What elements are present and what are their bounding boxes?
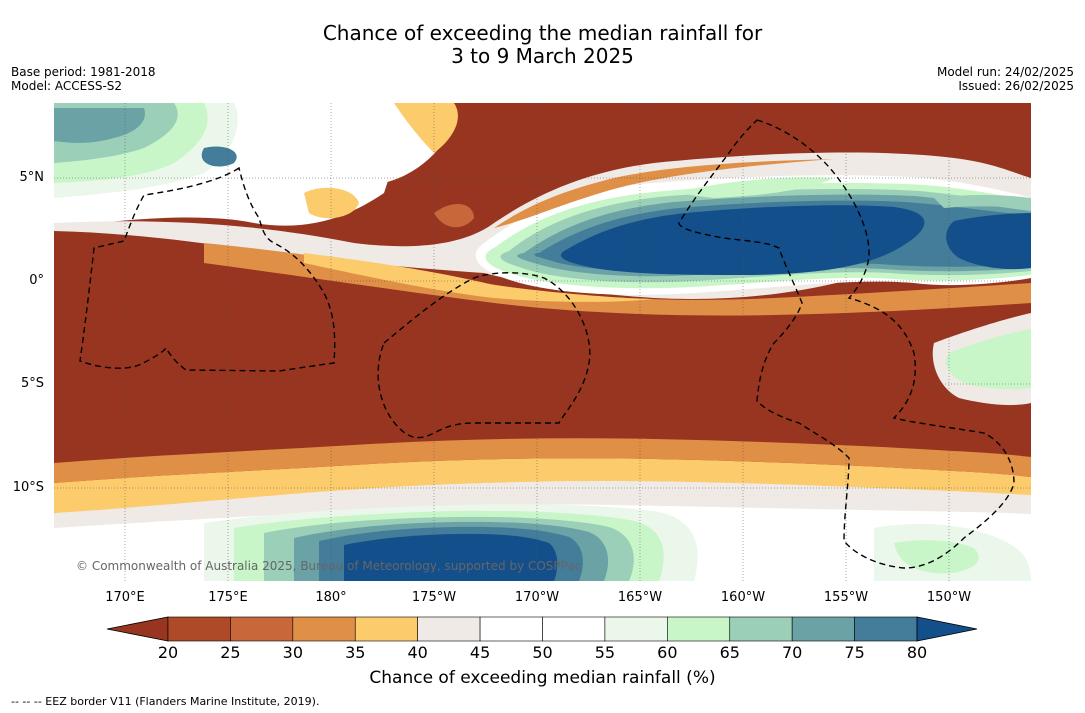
colorbar-tick: 30 [273,643,313,662]
colorbar-label: Chance of exceeding median rainfall (%) [0,668,1085,688]
x-tick-160w: 160°W [713,590,773,605]
colorbar-tick: 60 [647,643,687,662]
y-tick-5s: 5°S [0,376,44,391]
colorbar-tick: 35 [335,643,375,662]
y-tick-0: 0° [0,273,44,288]
colorbar-tick: 45 [460,643,500,662]
colorbar-segment [667,617,729,641]
colorbar-tick: 75 [835,643,875,662]
south-core-wet [344,534,557,581]
x-tick-170w: 170°W [507,590,567,605]
x-tick-180: 180° [301,590,361,605]
north-east-wet-fringe [934,195,1031,208]
meta-left: Base period: 1981-2018 Model: ACCESS-S2 [11,65,156,93]
colorbar-segment [355,617,417,641]
colorbar-segments [107,617,977,641]
rainfall-map-svg [54,103,1031,581]
colorbar-segment [792,617,854,641]
colorbar-segment [230,617,292,641]
colorbar-segment [168,617,230,641]
rainfall-map [54,103,1031,581]
chart-title: Chance of exceeding the median rainfall … [0,22,1085,68]
colorbar-tick: 25 [210,643,250,662]
issued-date: Issued: 26/02/2025 [937,79,1074,93]
y-tick-5n: 5°N [0,170,44,185]
x-tick-175e: 175°E [198,590,258,605]
model-name: Model: ACCESS-S2 [11,79,156,93]
copyright-notice: © Commonwealth of Australia 2025, Bureau… [76,559,581,573]
colorbar-segment [418,617,480,641]
x-tick-175w: 175°W [404,590,464,605]
colorbar-tick: 20 [148,643,188,662]
colorbar-tick: 65 [710,643,750,662]
colorbar-extend-low [107,617,168,641]
title-line-2: 3 to 9 March 2025 [0,45,1085,68]
colorbar-segment [543,617,605,641]
x-tick-150w: 150°W [919,590,979,605]
colorbar-tick: 50 [523,643,563,662]
x-tick-170e: 170°E [95,590,155,605]
colorbar [105,613,980,645]
colorbar-segment [855,617,917,641]
colorbar-segment [730,617,792,641]
colorbar-segment [293,617,355,641]
colorbar-segment [480,617,542,641]
colorbar-tick: 40 [398,643,438,662]
eez-legend-footer: -- -- -- EEZ border V11 (Flanders Marine… [11,695,319,708]
meta-right: Model run: 24/02/2025 Issued: 26/02/2025 [937,65,1074,93]
colorbar-segment [605,617,667,641]
base-period: Base period: 1981-2018 [11,65,156,79]
y-tick-10s: 10°S [0,480,44,495]
colorbar-extend-high [917,617,977,641]
x-tick-155w: 155°W [816,590,876,605]
x-tick-165w: 165°W [610,590,670,605]
colorbar-tick: 70 [772,643,812,662]
title-line-1: Chance of exceeding the median rainfall … [0,22,1085,45]
colorbar-tick: 80 [897,643,937,662]
model-run: Model run: 24/02/2025 [937,65,1074,79]
colorbar-tick: 55 [585,643,625,662]
